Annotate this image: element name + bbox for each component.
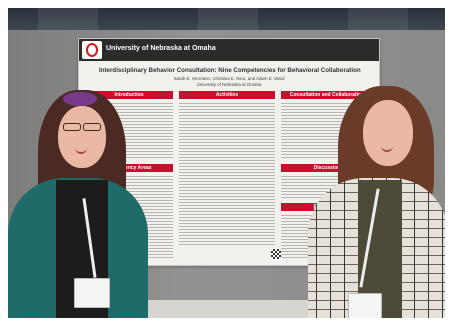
ceiling-light xyxy=(38,8,98,30)
poster-affiliation: University of Nebraska at Omaha xyxy=(99,82,359,87)
ceiling xyxy=(8,8,445,30)
section-activities: Activities xyxy=(179,91,275,99)
glasses-icon xyxy=(83,123,101,131)
left-presenter-hair-highlight xyxy=(63,92,97,106)
poster-authors: Sarah E. Hermann, Christina E. Nino, and… xyxy=(99,76,359,81)
poster-institution: University of Nebraska at Omaha xyxy=(106,45,216,52)
ceiling-light xyxy=(198,8,258,30)
activities-table xyxy=(179,101,275,247)
left-presenter-face xyxy=(58,106,106,168)
poster-header-bar: University of Nebraska at Omaha xyxy=(79,39,379,61)
right-presenter-face xyxy=(363,100,413,166)
poster-title: Interdisciplinary Behavior Consultation:… xyxy=(99,67,359,74)
name-badge xyxy=(74,278,110,308)
glasses-icon xyxy=(63,123,81,131)
qr-code-icon xyxy=(271,249,281,259)
ceiling-light xyxy=(348,8,408,30)
university-logo-icon xyxy=(82,41,102,59)
name-badge xyxy=(348,293,382,318)
event-photo: University of Nebraska at Omaha Interdis… xyxy=(8,8,445,318)
